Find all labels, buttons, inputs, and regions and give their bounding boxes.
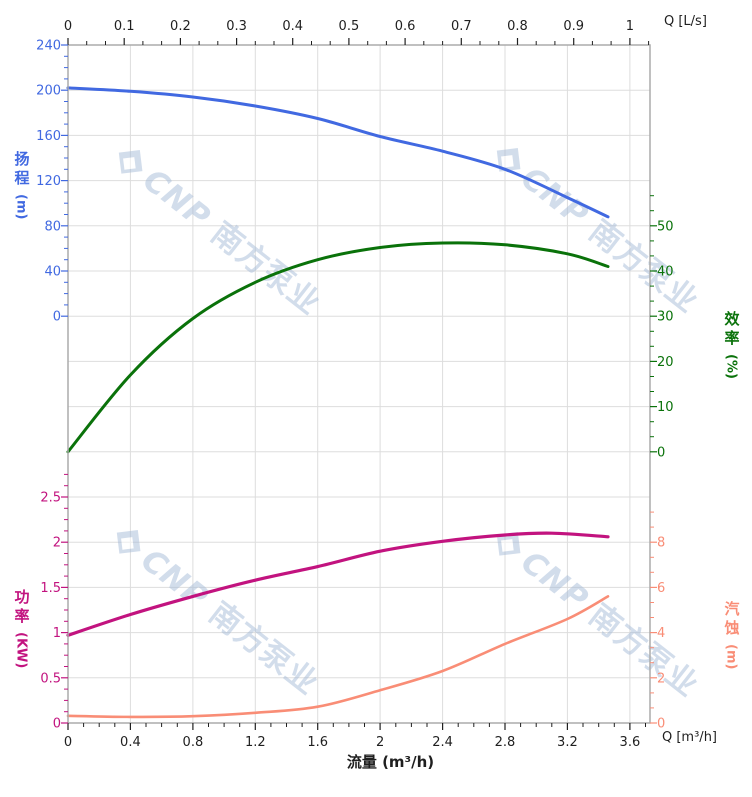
eff-curve [66,241,610,454]
power-axis-title-text: 功率 [12,589,31,627]
efficiency-axis-unit: (%) [723,354,739,379]
tick-label: 2.5 [40,491,61,506]
tick-label: 0 [64,735,72,750]
head-axis-unit: (m) [13,194,29,220]
tick-label: 160 [36,129,61,144]
efficiency-axis-title-text: 效率 [722,311,741,349]
tick-label: 20 [657,355,674,370]
grid-lines [68,45,650,723]
efficiency-axis-title: 效率 (%) [716,311,746,379]
tick-label: 2.8 [495,735,516,750]
tick-label: 1.6 [307,735,328,750]
tick-label: 3.2 [557,735,578,750]
tick-label: 40 [657,265,674,280]
axis-ticks: 0 0.1 0.2 0.3 0.4 0.5 0.6 0.7 0.8 0.9 10 0.4 0.8 1.2 1… [36,19,673,750]
tick-label: 0.5 [339,19,360,34]
npsh-axis-title: 汽蚀 (m) [716,601,746,669]
watermark-text: CNP 南方泵业 [514,544,705,704]
tick-label: 2.4 [432,735,453,750]
tick-label: 2 [376,735,384,750]
tick-label: 0.9 [563,19,584,34]
tick-label: 4 [657,626,665,641]
head-axis-title-text: 扬程 [12,151,31,189]
tick-label: 2 [657,671,665,686]
tick-label: 0.4 [120,735,141,750]
npsh-axis-unit: (m) [723,644,739,670]
bottom-axis-unit-label: Q [m³/h] [662,730,718,745]
power-axis-unit: (KW) [13,632,29,669]
head-curve [66,86,610,219]
tick-label: 1 [53,626,61,641]
npsh-axis-title-text: 汽蚀 [722,601,741,639]
tick-label: 6 [657,581,665,596]
tick-label: 1.2 [245,735,266,750]
tick-label: 0.2 [170,19,191,34]
tick-label: 0.5 [40,671,61,686]
tick-label: 0.6 [395,19,416,34]
power-axis-title: 功率 (KW) [6,589,36,668]
tick-label: 80 [44,219,61,234]
tick-label: 1 [626,19,634,34]
tick-label: 2 [53,536,61,551]
tick-label: 240 [36,39,61,54]
tick-label: 0 [657,717,665,732]
brand-watermark: CNP 南方泵业 [118,150,327,322]
tick-label: 0.8 [507,19,528,34]
tick-label: 0 [53,310,61,325]
tick-label: 10 [657,400,674,415]
tick-label: 0 [64,19,72,34]
tick-label: 0.7 [451,19,472,34]
x-axis-title: 流量 (m³/h) [346,753,435,771]
tick-label: 200 [36,84,61,99]
watermark-text: CNP 南方泵业 [514,160,705,320]
tick-label: 8 [657,536,665,551]
tick-label: 3.6 [620,735,641,750]
curves [66,86,610,719]
brand-watermark: CNP 南方泵业 [496,532,705,704]
watermark-text: CNP 南方泵业 [136,162,327,322]
tick-label: 1.5 [40,581,61,596]
tick-label: 30 [657,310,674,325]
tick-label: 120 [36,174,61,189]
npsh-curve [66,595,610,719]
tick-label: 0 [657,445,665,460]
tick-label: 0.3 [226,19,247,34]
tick-label: 50 [657,219,674,234]
top-axis-unit-label: Q [L/s] [664,14,707,29]
tick-label: 0.1 [114,19,135,34]
tick-label: 0.8 [183,735,204,750]
tick-label: 40 [44,265,61,280]
tick-label: 0.4 [282,19,303,34]
head-axis-title: 扬程 (m) [6,151,36,219]
power-curve [66,531,610,637]
tick-label: 0 [53,717,61,732]
plot-border [67,44,651,724]
